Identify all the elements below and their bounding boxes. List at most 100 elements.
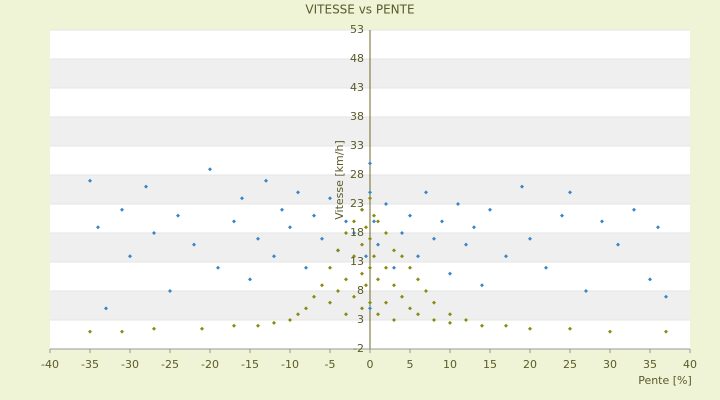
data-point [368,265,372,270]
data-point [336,248,340,253]
data-point [384,265,388,270]
data-point [364,225,368,230]
data-point [304,306,308,311]
data-point [368,306,372,311]
data-point [328,196,332,201]
data-point [352,219,356,224]
data-point [312,213,316,218]
data-point [360,271,364,276]
data-point [320,236,324,241]
data-point [664,329,668,334]
y-tick-label: 18 [350,226,364,239]
y-tick-label: -2 [353,342,364,355]
data-point [360,207,364,212]
x-tick-label: 15 [483,358,497,371]
data-point [392,265,396,270]
y-tick-label: 33 [350,139,364,152]
data-point [344,312,348,317]
data-point [120,207,124,212]
data-point [392,248,396,253]
chart-title: VITESSE vs PENTE [305,3,414,17]
data-point [600,219,604,224]
data-point [232,219,236,224]
data-point [448,271,452,276]
data-point [192,242,196,247]
y-tick-label: 38 [350,110,364,123]
x-tick-label: -10 [281,358,299,371]
data-point [200,326,204,331]
y-tick-label: 8 [357,284,364,297]
data-point [408,265,412,270]
data-point [152,231,156,235]
data-point [256,236,260,241]
data-point [96,225,100,230]
data-point [416,277,420,282]
data-point [504,254,508,259]
data-point [372,213,376,218]
data-point [328,300,332,305]
data-point [272,320,276,325]
data-point [296,190,300,195]
data-point [344,231,348,235]
data-point [480,323,484,328]
data-point [616,242,620,247]
y-tick-label: 48 [350,52,364,65]
x-tick-label: 30 [603,358,617,371]
data-point [352,294,356,299]
data-point [312,294,316,299]
data-point [288,318,292,322]
data-point [584,289,588,293]
x-tick-label: 25 [563,358,577,371]
data-point [364,283,368,288]
data-point [400,294,404,299]
data-point [304,265,308,270]
data-point [280,207,284,212]
data-point [104,306,108,311]
data-point [480,283,484,288]
data-point [464,318,468,322]
data-point [440,219,444,224]
x-tick-label: -30 [121,358,139,371]
data-point [544,265,548,270]
data-point [376,219,380,224]
data-point [664,294,668,299]
data-point [372,219,376,224]
y-tick-label: 3 [357,313,364,326]
data-point [648,277,652,282]
data-point [392,283,396,288]
data-point [272,254,276,259]
x-tick-label: -15 [241,358,259,371]
x-tick-label: 20 [523,358,537,371]
data-point [432,236,436,241]
data-point [152,326,156,331]
data-point [384,231,388,235]
data-point [520,184,524,189]
data-point [456,202,460,206]
data-point [504,323,508,328]
data-point [472,225,476,230]
data-point [432,300,436,305]
data-point [360,306,364,311]
data-point [176,213,180,218]
data-point [372,254,376,259]
data-point [368,236,372,241]
data-point [608,329,612,334]
data-point [208,167,212,172]
data-point [528,236,532,241]
x-tick-label: -25 [161,358,179,371]
data-point [352,231,356,235]
data-point [344,219,348,224]
data-point [168,289,172,293]
data-point [88,178,92,183]
data-point [128,254,132,259]
data-point [408,306,412,311]
data-point [560,213,564,218]
data-point [376,277,380,282]
x-tick-label: 40 [683,358,697,371]
data-point [352,254,356,259]
data-point [360,242,364,247]
data-point [424,190,428,195]
y-tick-label: 53 [350,23,364,36]
data-point [528,326,532,331]
